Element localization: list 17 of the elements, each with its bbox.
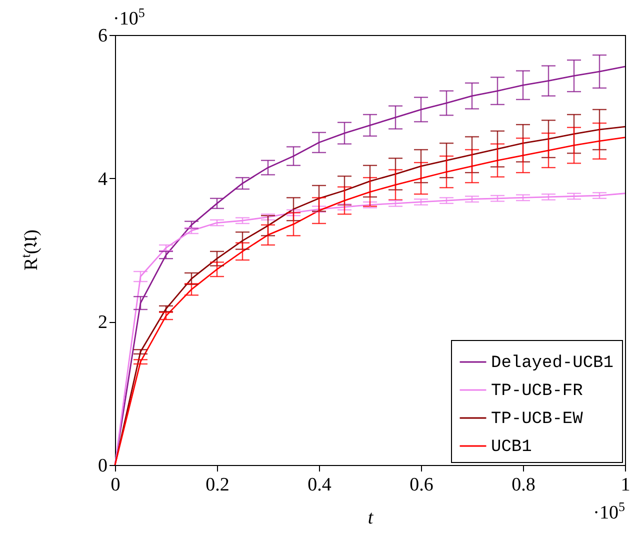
text: ·10$^{5}$ [593, 499, 625, 524]
x-tick-label: 0.4 [308, 474, 332, 496]
x-tick-label: 0.2 [206, 474, 230, 496]
x-tick-label: 0.8 [512, 474, 536, 496]
legend-label: TP-UCB-EW [491, 410, 584, 429]
x-tick-label: 1 [620, 474, 630, 496]
text: ·10$^{5}$ [113, 5, 145, 30]
line-series [114, 192, 626, 466]
legend-label: UCB1 [491, 438, 532, 457]
y-tick-label: 6 [98, 26, 108, 46]
legend-label: TP-UCB-FR [491, 382, 583, 401]
y-tick-label: 2 [98, 312, 108, 334]
x-tick-label: 0.6 [410, 474, 434, 496]
legend-label: Delayed-UCB1 [491, 354, 614, 373]
x-axis-title: t [368, 508, 374, 528]
y-tick-label: 4 [98, 168, 108, 190]
y-tick-label: 0 [98, 456, 108, 476]
